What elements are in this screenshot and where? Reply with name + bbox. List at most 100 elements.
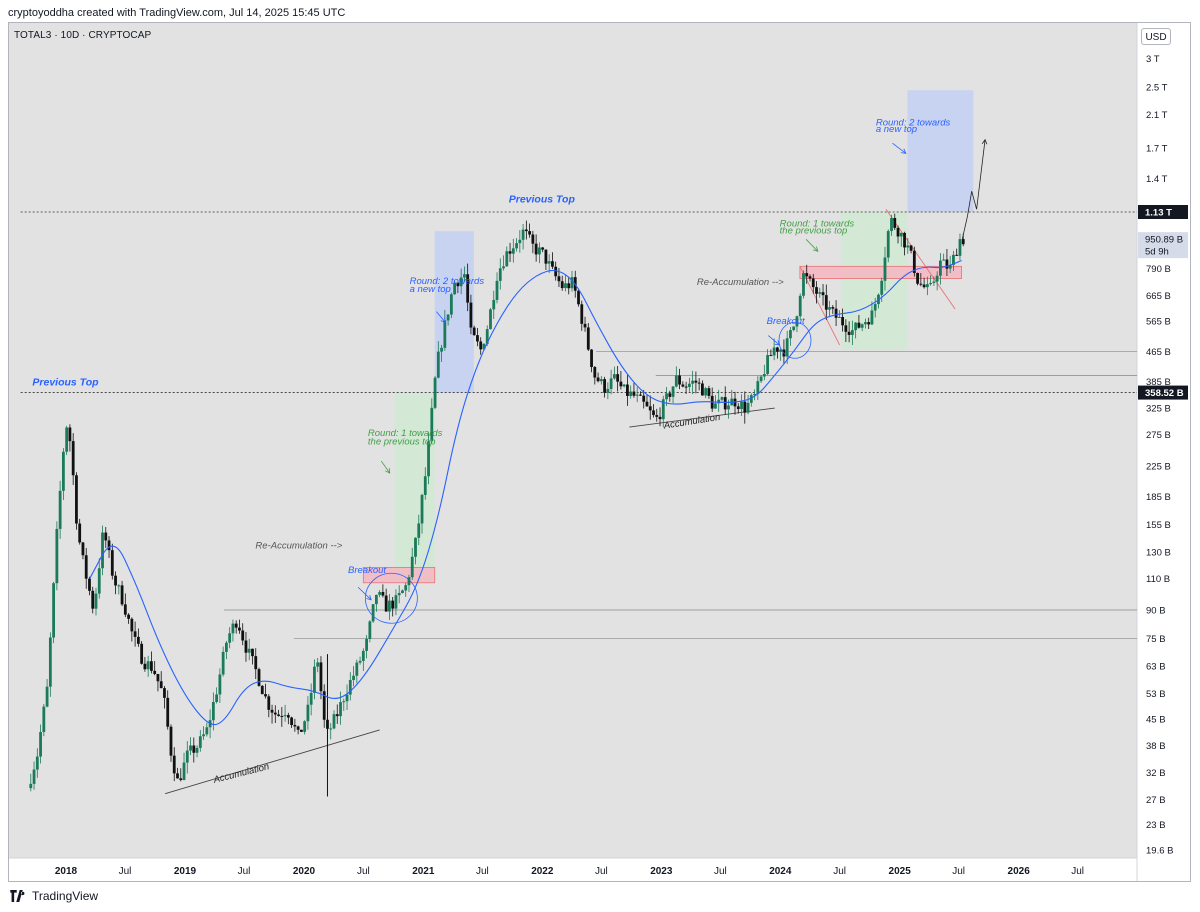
time-axis-tick-label: 2024 bbox=[769, 866, 792, 877]
candle-body bbox=[436, 351, 440, 378]
candle-body bbox=[802, 273, 805, 296]
chart-annotation: Round: 1 towards bbox=[368, 428, 443, 439]
candle-body bbox=[766, 355, 770, 375]
candle-body bbox=[453, 282, 457, 295]
price-axis[interactable]: 3 T 2.5 T 2.1 T 1.7 T 1.4 T 790 B 665 B 565 B 46… bbox=[1146, 54, 1173, 856]
candle-body bbox=[821, 292, 825, 296]
candle-body bbox=[306, 704, 310, 722]
candle-body bbox=[909, 245, 913, 251]
candle-body bbox=[449, 294, 453, 315]
candle-body bbox=[293, 725, 297, 727]
candle-body bbox=[280, 715, 284, 717]
tradingview-logo-icon bbox=[10, 890, 25, 902]
candle-body bbox=[52, 583, 56, 638]
candle-body bbox=[681, 384, 685, 387]
time-axis-tick-label: 2018 bbox=[55, 866, 78, 877]
candle-body bbox=[551, 261, 554, 267]
candle-body bbox=[365, 638, 368, 651]
price-axis-tick-label: 275 B bbox=[1146, 430, 1171, 441]
price-axis-tick-label: 32 B bbox=[1146, 768, 1166, 779]
currency-button[interactable]: USD bbox=[1141, 28, 1171, 45]
time-axis-tick-label: Jul bbox=[238, 866, 251, 877]
candle-body bbox=[824, 295, 828, 310]
arrow bbox=[436, 311, 446, 323]
candle-body bbox=[658, 416, 662, 420]
candle-body bbox=[78, 523, 82, 543]
chart-annotation: a new top bbox=[410, 284, 451, 295]
candle-body bbox=[368, 621, 372, 639]
candle-body bbox=[860, 324, 864, 328]
candle-body bbox=[691, 380, 695, 384]
candle-body bbox=[352, 675, 355, 681]
candle-body bbox=[176, 773, 179, 779]
candle-body bbox=[570, 277, 574, 289]
candle-body bbox=[374, 594, 378, 605]
chart-annotation: Re-Accumulation --> bbox=[697, 277, 784, 288]
candle-body bbox=[225, 642, 228, 652]
candle-body bbox=[316, 662, 320, 667]
candle-body bbox=[942, 259, 946, 261]
candle-body bbox=[798, 295, 802, 317]
candle-body bbox=[785, 338, 789, 357]
time-axis-tick-label: Jul bbox=[595, 866, 608, 877]
candle-body bbox=[707, 388, 711, 396]
chart-annotation: Previous Top bbox=[509, 194, 576, 206]
price-axis-tick-label: 130 B bbox=[1146, 548, 1171, 559]
candle-body bbox=[815, 287, 818, 294]
candle-body bbox=[71, 441, 75, 476]
candle-body bbox=[704, 388, 708, 396]
candle-body bbox=[929, 282, 933, 285]
candle-body bbox=[502, 266, 505, 269]
arrow bbox=[805, 239, 819, 252]
candle-body bbox=[626, 384, 629, 396]
candle-body bbox=[687, 383, 691, 387]
candle-body bbox=[886, 231, 890, 258]
candle-body bbox=[723, 397, 727, 410]
candle-body bbox=[215, 694, 219, 703]
candle-body bbox=[469, 302, 473, 328]
price-axis-tick-label: 63 B bbox=[1146, 662, 1166, 673]
candle-body bbox=[110, 550, 114, 576]
candle-body bbox=[756, 381, 760, 394]
candle-body bbox=[873, 304, 877, 311]
candle-body bbox=[612, 374, 616, 379]
footer-brand[interactable]: TradingView bbox=[10, 889, 98, 903]
candle-body bbox=[120, 585, 124, 605]
candle-body bbox=[391, 600, 395, 609]
candle-body bbox=[899, 232, 903, 237]
chart-frame bbox=[8, 22, 1191, 882]
candle-body bbox=[837, 316, 841, 318]
candle-body bbox=[893, 218, 897, 228]
candle-body bbox=[482, 343, 486, 350]
price-axis-tick-label: 3 T bbox=[1146, 54, 1160, 65]
price-axis-tick-label: 325 B bbox=[1146, 404, 1171, 415]
chart-annotation: a new top bbox=[876, 124, 917, 135]
candle-body bbox=[831, 307, 835, 309]
arrow-head bbox=[812, 246, 819, 252]
candle-body bbox=[407, 577, 411, 586]
candle-body bbox=[104, 532, 108, 541]
candle-body bbox=[665, 393, 668, 400]
candle-body bbox=[939, 260, 942, 276]
price-badge-label: 358.52 B bbox=[1145, 388, 1184, 399]
time-axis[interactable]: 2018 Jul 2019 Jul 2020 Jul 2021 Jul 2022 Jul 2023 J… bbox=[55, 866, 1084, 877]
price-axis-tick-label: 225 B bbox=[1146, 461, 1171, 472]
candle-body bbox=[195, 747, 199, 753]
candle-body bbox=[35, 756, 39, 770]
candle-body bbox=[485, 329, 489, 344]
time-axis-tick-label: 2020 bbox=[293, 866, 316, 877]
candle-body bbox=[916, 272, 919, 284]
candle-body bbox=[544, 249, 548, 264]
candle-body bbox=[616, 374, 620, 382]
candle-body bbox=[537, 247, 541, 255]
time-axis-tick-label: 2025 bbox=[889, 866, 912, 877]
candle-body bbox=[84, 555, 88, 579]
symbol-label[interactable]: TOTAL3 · 10D · CRYPTOCAP bbox=[14, 30, 152, 41]
red-zone bbox=[362, 566, 436, 584]
candle-body bbox=[136, 636, 140, 644]
price-axis-tick-label: 27 B bbox=[1146, 795, 1166, 806]
time-axis-tick-label: Jul bbox=[714, 866, 727, 877]
candle-body bbox=[834, 308, 838, 318]
candle-body bbox=[433, 377, 437, 408]
